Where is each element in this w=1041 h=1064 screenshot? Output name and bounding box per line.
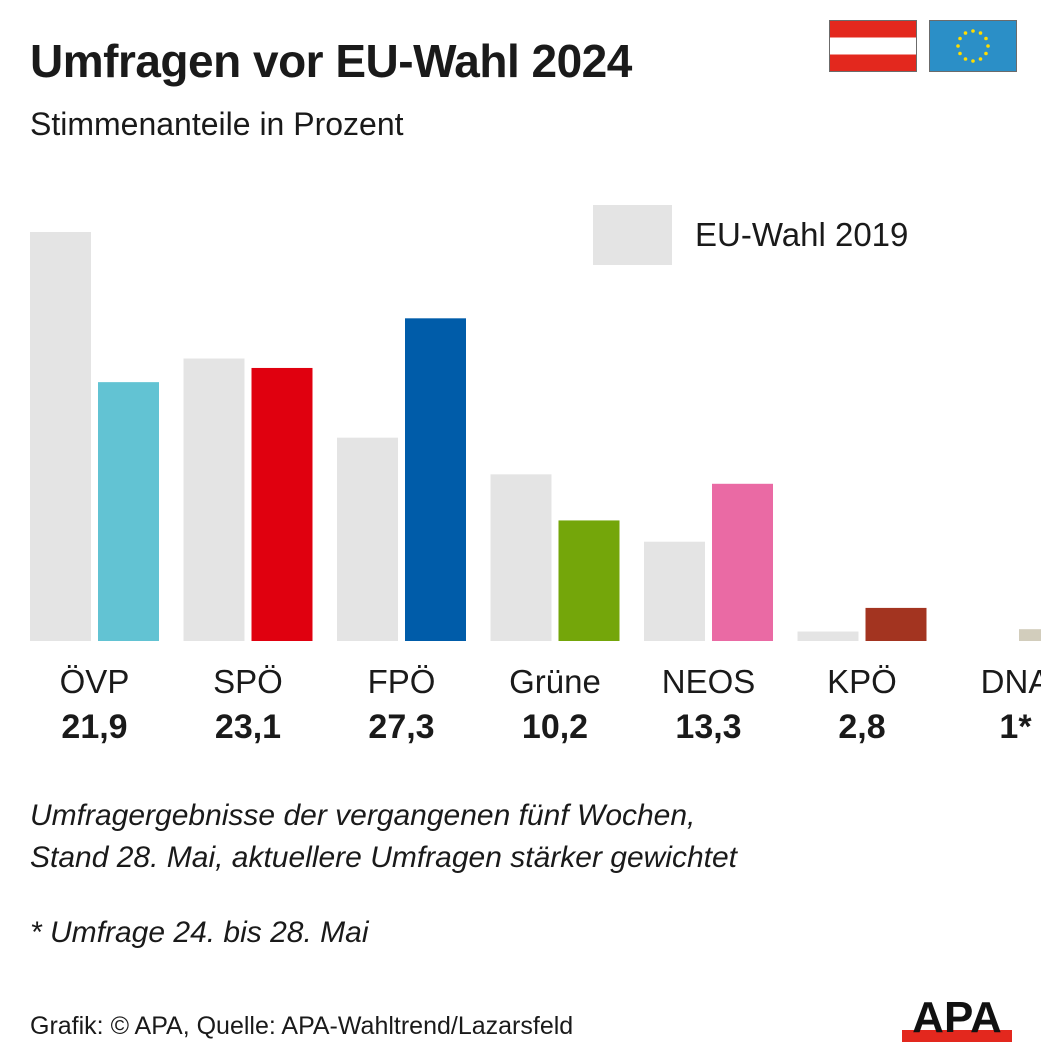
eu-flag-icon: [929, 20, 1017, 72]
category-label-4: NEOS: [662, 663, 756, 700]
bar-2019-0: [30, 232, 91, 641]
value-label-4: 13,3: [675, 708, 741, 746]
bar-2024-6: [1019, 629, 1041, 641]
eu-star: [971, 59, 975, 63]
legend: EU-Wahl 2019: [593, 205, 908, 265]
category-label-1: SPÖ: [213, 663, 283, 700]
bar-chart: ÖVP 21,9 SPÖ 23,1 FPÖ 27,3 Grüne 10,2 NEOS 13,3 KP…: [30, 232, 1041, 746]
value-label-0: 21,9: [61, 708, 127, 746]
value-label-3: 10,2: [522, 708, 588, 746]
bar-2024-2: [405, 318, 466, 641]
flags: [829, 20, 1017, 72]
eu-star: [963, 31, 968, 35]
value-label-2: 27,3: [368, 708, 434, 746]
chart-title: Umfragen vor EU-Wahl 2024: [30, 35, 632, 87]
category-label-5: KPÖ: [827, 663, 897, 700]
eu-star: [984, 36, 988, 41]
category-label-0: ÖVP: [60, 663, 130, 700]
value-label-5: 2,8: [838, 708, 885, 746]
method-note-line2: Stand 28. Mai, aktuellere Umfragen stärk…: [30, 841, 738, 874]
bar-2024-0: [98, 382, 159, 641]
method-note: Umfragergebnisse der vergangenen fünf Wo…: [30, 795, 737, 879]
legend-label: EU-Wahl 2019: [695, 216, 909, 253]
bar-2024-5: [865, 607, 927, 641]
category-label-3: Grüne: [509, 663, 601, 700]
bar-2019-1: [183, 358, 245, 641]
category-label-6: DNA: [981, 663, 1041, 700]
bar-2019-5: [797, 631, 859, 641]
bar-2024-1: [251, 367, 313, 641]
austria-flag-icon: [829, 20, 917, 72]
legend-swatch: [593, 205, 672, 265]
bar-2024-4: [712, 483, 773, 641]
chart-subtitle: Stimmenanteile in Prozent: [30, 106, 404, 142]
eu-star: [984, 51, 988, 56]
apa-logo: APA: [902, 996, 1012, 1042]
eu-star: [986, 44, 990, 48]
bar-2019-4: [644, 541, 705, 641]
apa-logo-text: APA: [912, 996, 1002, 1042]
bar-2019-3: [490, 474, 552, 641]
eu-stars: [956, 29, 990, 63]
eu-star: [958, 36, 962, 41]
value-label-6: 1*: [999, 708, 1032, 746]
eu-star: [958, 51, 962, 56]
bar-2019-2: [337, 437, 398, 641]
eu-star: [971, 29, 975, 33]
category-label-2: FPÖ: [368, 663, 436, 700]
eu-star: [978, 31, 983, 35]
bar-2024-3: [558, 520, 620, 641]
eu-star: [963, 57, 968, 61]
source-credit: Grafik: © APA, Quelle: APA-Wahltrend/Laz…: [30, 1012, 574, 1040]
eu-star: [978, 57, 983, 61]
eu-star: [956, 44, 960, 48]
method-note-line1: Umfragergebnisse der vergangenen fünf Wo…: [30, 799, 696, 832]
footnote: * Umfrage 24. bis 28. Mai: [30, 916, 369, 949]
value-label-1: 23,1: [215, 708, 281, 746]
